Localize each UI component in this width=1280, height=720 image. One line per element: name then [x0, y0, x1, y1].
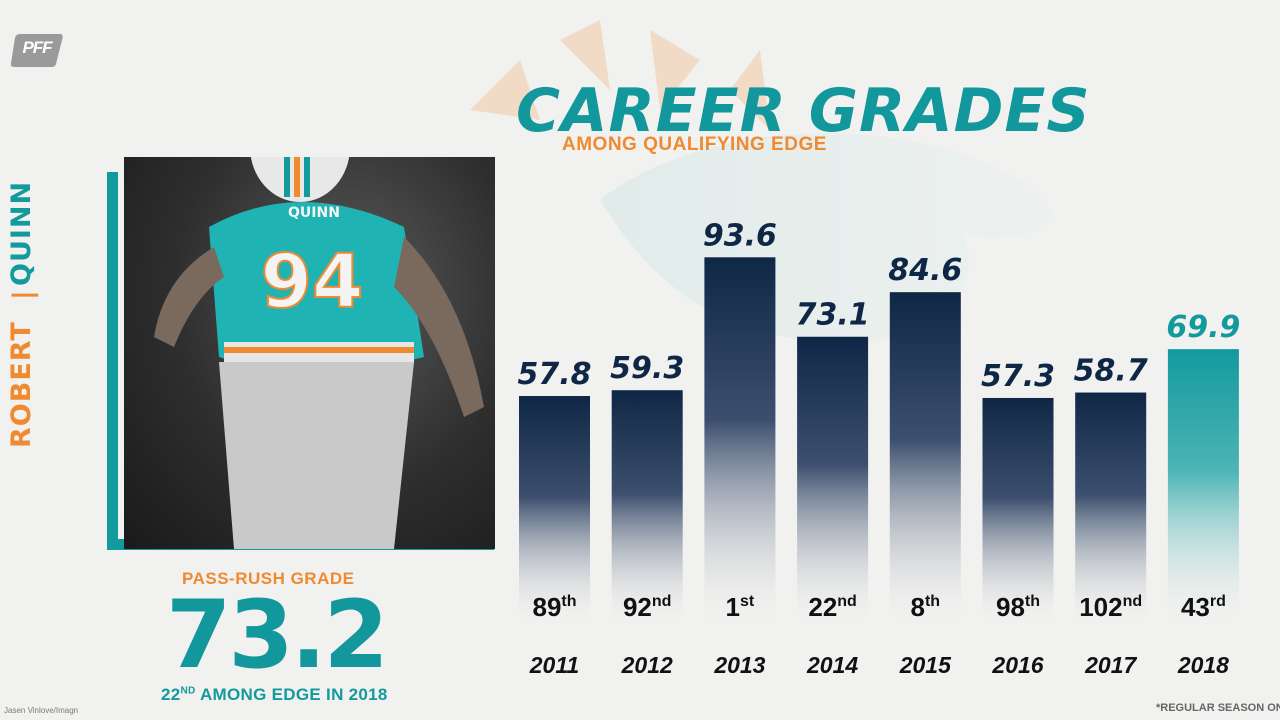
year-label-2014: 2014: [806, 652, 858, 678]
player-photo: 94 QUINN: [124, 157, 495, 549]
year-label-2016: 2016: [991, 652, 1043, 678]
bar-2015: [889, 292, 961, 620]
rank-label-2011: 89th: [532, 592, 576, 622]
rank-text: AMONG EDGE IN 2018: [195, 685, 388, 704]
rank-label-2012: 92nd: [623, 592, 671, 622]
rank-label-2015: 8th: [911, 592, 941, 622]
value-label-2016: 57.3: [981, 359, 1055, 394]
rank-suffix: ND: [180, 685, 196, 697]
photo-credit: Jasen Vinlove/Imagn: [4, 706, 79, 715]
value-label-2015: 84.6: [888, 253, 962, 288]
value-label-2014: 73.1: [796, 298, 870, 333]
chart-subtitle: AMONG QUALIFYING EDGE: [562, 134, 827, 155]
value-label-2012: 59.3: [610, 351, 684, 386]
value-label-2018: 69.9: [1166, 310, 1240, 345]
bar-2017: [1075, 392, 1147, 620]
rank-label-2014: 22nd: [808, 592, 856, 622]
year-label-2015: 2015: [899, 652, 952, 678]
year-label-2011: 2011: [529, 652, 579, 678]
value-label-2017: 58.7: [1074, 354, 1148, 389]
pass-rush-label: PASS-RUSH GRADE: [182, 569, 355, 588]
bar-2016: [982, 397, 1054, 620]
year-label-2012: 2012: [621, 652, 673, 678]
rank-label-2017: 102nd: [1079, 592, 1142, 622]
bar-2011: [519, 396, 590, 620]
rank-number: 22: [161, 685, 181, 704]
value-label-2013: 93.6: [703, 218, 777, 253]
pff-logo: PFF: [10, 30, 64, 68]
jersey-name: QUINN: [288, 205, 340, 221]
jersey-number: 94: [261, 239, 364, 325]
bar-2018: [1167, 349, 1239, 620]
pass-rush-grade: 73.2: [166, 581, 389, 690]
rank-label-2018: 43rd: [1181, 592, 1226, 622]
value-label-2011: 57.8: [517, 357, 591, 392]
year-label-2017: 2017: [1084, 652, 1137, 678]
bar-2014: [797, 336, 869, 620]
chart-title: CAREER GRADES: [516, 76, 1091, 146]
year-label-2018: 2018: [1177, 652, 1229, 678]
footnote: *REGULAR SEASON ONLY: [1156, 702, 1280, 714]
logo-text: PFF: [22, 38, 52, 57]
bar-2012: [611, 390, 683, 620]
bar-2013: [704, 257, 776, 620]
pass-rush-rank: 22ND AMONG EDGE IN 2018: [161, 685, 388, 705]
year-label-2013: 2013: [713, 652, 765, 678]
rank-label-2016: 98th: [996, 592, 1040, 622]
rank-label-2013: 1st: [726, 592, 755, 622]
